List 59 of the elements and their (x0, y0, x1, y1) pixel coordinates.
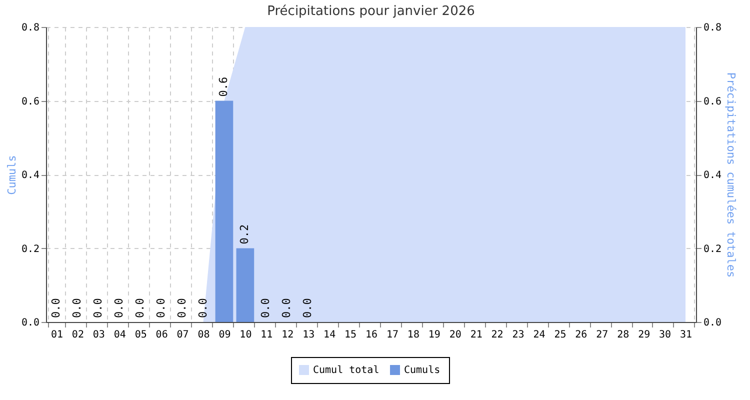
y-tick-label: 0.6 (21, 96, 40, 108)
x-tick-label: 21 (470, 330, 482, 340)
x-tick-label: 01 (50, 330, 64, 340)
x-tick-label: 28 (617, 330, 630, 340)
x-tick-label: 20 (449, 330, 462, 340)
x-tick-label: 04 (114, 330, 126, 340)
y-axis-title: Cumuls (5, 155, 18, 195)
x-tick-label: 12 (282, 330, 294, 340)
x-tick-label: 13 (302, 330, 315, 340)
data-label: 0.0 (259, 298, 272, 318)
x-tick-label: 17 (386, 330, 398, 340)
y-tick-label: 0.4 (21, 170, 40, 181)
x-tick-label: 26 (575, 330, 588, 340)
x-tick-label: 25 (554, 330, 566, 340)
y2-axis-title: Précipitations cumulées totales (724, 72, 738, 278)
x-tick-label: 09 (218, 330, 231, 340)
x-tick-label: 31 (680, 330, 692, 340)
y2-tick-label: 0.0 (704, 318, 722, 328)
data-label: 0.0 (49, 298, 62, 318)
x-tick-label: 03 (92, 330, 105, 340)
x-tick-label: 30 (659, 330, 672, 340)
y2-tick-label: 0.4 (704, 170, 722, 181)
data-label: 0.0 (301, 298, 314, 318)
x-tick-label: 11 (260, 330, 273, 340)
x-tick-label: 08 (198, 330, 210, 340)
data-label: 0.0 (154, 298, 168, 318)
y-tick-label: 0.2 (21, 244, 40, 255)
x-tick-label: 16 (365, 330, 378, 340)
x-tick-label: 05 (134, 330, 147, 340)
data-label: 0.0 (133, 298, 146, 318)
x-tick-label: 07 (176, 330, 189, 340)
x-tick-label: 29 (638, 330, 650, 340)
data-label: 0.6 (217, 76, 230, 97)
x-tick-label: 22 (491, 330, 504, 340)
data-label: 0.0 (175, 298, 188, 318)
x-tick-label: 19 (428, 330, 440, 340)
y-tick-label: 0.8 (21, 22, 40, 34)
data-label: 0.2 (238, 224, 252, 244)
x-tick-label: 14 (324, 330, 336, 340)
x-tick-label: 06 (156, 330, 168, 340)
y2-tick-label: 0.8 (704, 22, 722, 34)
x-tick-label: 15 (344, 330, 357, 340)
y-tick-label: 0.0 (21, 318, 40, 328)
chart-title: Précipitations pour janvier 2026 (267, 4, 475, 19)
y2-tick-label: 0.2 (704, 244, 722, 255)
y2-tick-label: 0.6 (704, 96, 722, 108)
x-tick-label: 02 (72, 330, 84, 340)
legend-label: Cumuls (404, 365, 440, 376)
data-label: 0.0 (112, 298, 126, 318)
x-tick-label: 23 (512, 330, 524, 340)
data-label: 0.0 (70, 298, 84, 318)
x-tick-label: 18 (407, 330, 420, 340)
x-tick-label: 10 (240, 330, 252, 340)
data-label: 0.0 (91, 298, 104, 318)
x-tick-label: 27 (596, 330, 608, 340)
data-label: 0.0 (196, 298, 210, 318)
legend-label: Cumul total (313, 365, 380, 376)
x-tick-label: 24 (533, 330, 546, 340)
data-label: 0.0 (280, 298, 294, 318)
